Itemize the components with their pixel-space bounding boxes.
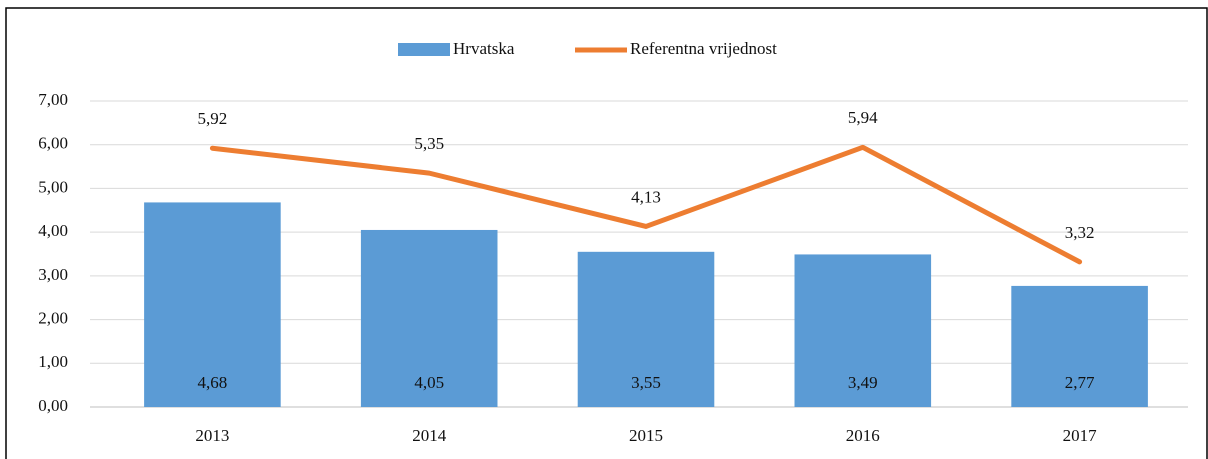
line-value-label: 5,94 <box>848 108 878 127</box>
y-tick-label: 2,00 <box>38 308 68 327</box>
chart-frame <box>5 7 1208 459</box>
x-tick-label: 2013 <box>195 426 229 445</box>
x-tick-label: 2015 <box>629 426 663 445</box>
line-value-label: 4,13 <box>631 187 661 206</box>
legend-label: Referentna vrijednost <box>630 39 777 58</box>
y-tick-label: 0,00 <box>38 396 68 415</box>
x-tick-label: 2014 <box>412 426 447 445</box>
line <box>209 144 1083 265</box>
bar <box>1011 285 1148 407</box>
x-tick-label: 2017 <box>1063 426 1098 445</box>
bar <box>360 229 498 407</box>
line-value-label: 5,35 <box>414 134 444 153</box>
bar <box>577 251 715 407</box>
bar-value-label: 3,49 <box>848 373 878 392</box>
bar-value-label: 3,55 <box>631 373 661 392</box>
y-tick-label: 3,00 <box>38 265 68 284</box>
bar-value-label: 2,77 <box>1065 373 1095 392</box>
bar-value-label: 4,05 <box>414 373 444 392</box>
line-value-label: 5,92 <box>198 109 228 128</box>
y-tick-label: 4,00 <box>38 221 68 240</box>
line-value-label: 3,32 <box>1065 223 1095 242</box>
legend-label: Hrvatska <box>453 39 515 58</box>
legend-swatch <box>398 43 450 56</box>
y-tick-label: 6,00 <box>38 134 68 153</box>
y-tick-label: 1,00 <box>38 352 68 371</box>
y-tick-label: 5,00 <box>38 177 68 196</box>
bar <box>144 202 281 407</box>
bar <box>794 254 932 407</box>
x-tick-label: 2016 <box>846 426 880 445</box>
bar-value-label: 4,68 <box>198 373 228 392</box>
y-tick-label: 7,00 <box>38 90 68 109</box>
